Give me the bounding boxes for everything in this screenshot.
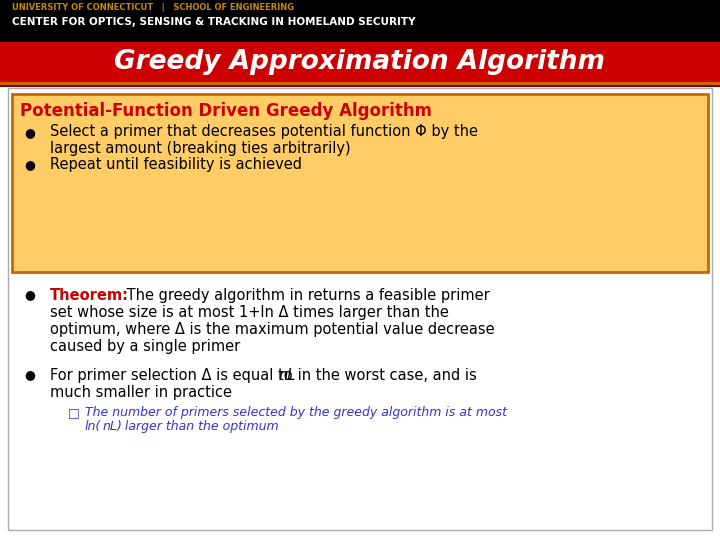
Text: Repeat until feasibility is achieved: Repeat until feasibility is achieved <box>50 157 302 172</box>
Text: set whose size is at most 1+ln Δ times larger than the: set whose size is at most 1+ln Δ times l… <box>50 305 449 320</box>
Bar <box>0 42 720 82</box>
Bar <box>8 88 712 530</box>
Bar <box>0 0 720 42</box>
Text: Select a primer that decreases potential function Φ by the: Select a primer that decreases potential… <box>50 124 478 139</box>
Text: ●: ● <box>24 288 35 301</box>
Bar <box>0 82 720 85</box>
Text: For primer selection Δ is equal to: For primer selection Δ is equal to <box>50 368 297 383</box>
Text: ln(: ln( <box>85 420 102 433</box>
Text: in the worst case, and is: in the worst case, and is <box>293 368 477 383</box>
Text: nL: nL <box>103 420 118 433</box>
FancyBboxPatch shape <box>12 94 708 272</box>
Text: The greedy algorithm in returns a feasible primer: The greedy algorithm in returns a feasib… <box>122 288 490 303</box>
Text: The number of primers selected by the greedy algorithm is at most: The number of primers selected by the gr… <box>85 406 507 419</box>
Text: largest amount (breaking ties arbitrarily): largest amount (breaking ties arbitraril… <box>50 141 351 156</box>
Text: CENTER FOR OPTICS, SENSING & TRACKING IN HOMELAND SECURITY: CENTER FOR OPTICS, SENSING & TRACKING IN… <box>12 17 415 27</box>
Text: ●: ● <box>24 126 35 139</box>
Text: optimum, where Δ is the maximum potential value decrease: optimum, where Δ is the maximum potentia… <box>50 322 495 337</box>
Text: ) larger than the optimum: ) larger than the optimum <box>117 420 279 433</box>
Bar <box>0 84 720 87</box>
Text: UNIVERSITY OF CONNECTICUT   |   SCHOOL OF ENGINEERING: UNIVERSITY OF CONNECTICUT | SCHOOL OF EN… <box>12 3 294 11</box>
Text: □: □ <box>68 406 80 419</box>
Text: nL: nL <box>278 368 295 383</box>
Text: Theorem:: Theorem: <box>50 288 129 303</box>
Text: Potential-Function Driven Greedy Algorithm: Potential-Function Driven Greedy Algorit… <box>20 102 432 120</box>
Text: caused by a single primer: caused by a single primer <box>50 339 240 354</box>
Text: Greedy Approximation Algorithm: Greedy Approximation Algorithm <box>114 49 606 75</box>
Text: ●: ● <box>24 158 35 171</box>
Text: ●: ● <box>24 368 35 381</box>
Text: much smaller in practice: much smaller in practice <box>50 385 232 400</box>
